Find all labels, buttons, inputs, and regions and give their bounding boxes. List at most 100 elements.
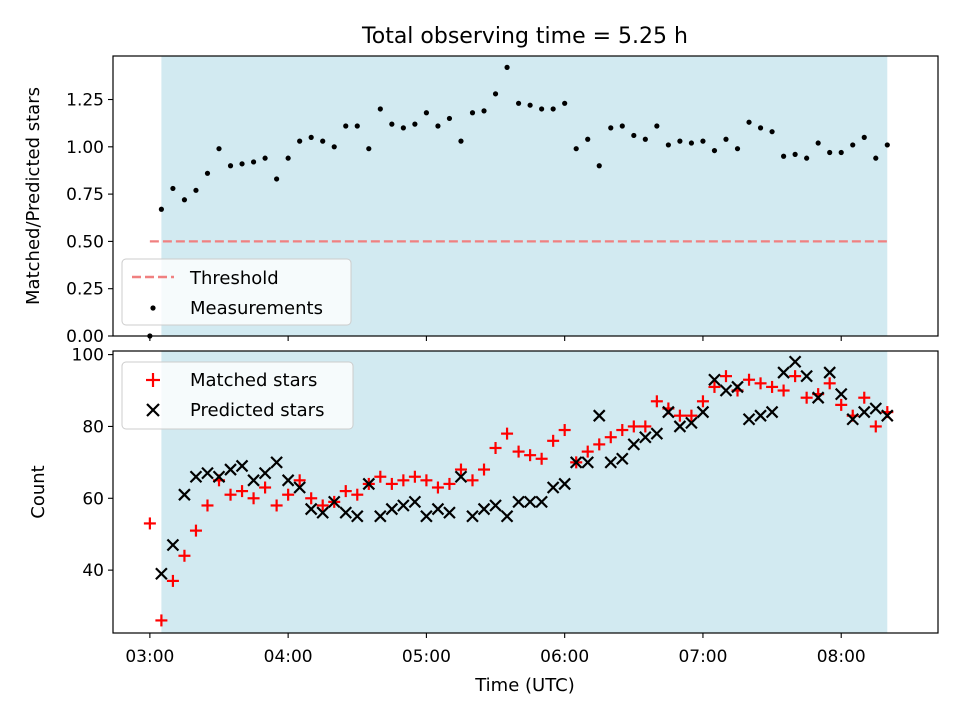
predicted-star-point: [857, 405, 871, 419]
predicted-star-point: [477, 502, 491, 516]
xtick-label: 05:00: [402, 647, 451, 667]
measurement-point: [285, 155, 291, 161]
predicted-star-point: [754, 409, 767, 422]
predicted-star-point: [604, 456, 618, 469]
predicted-star-point: [500, 509, 514, 523]
predicted-star-point: [742, 412, 756, 426]
matched-star-point: [247, 492, 260, 505]
measurement-point: [562, 100, 568, 106]
top-ytick-label: 1.25: [66, 91, 104, 111]
matched-star-point: [224, 488, 237, 501]
legend-matched-swatch: [146, 373, 160, 387]
measurement-point: [527, 102, 533, 108]
measurement-point: [677, 138, 683, 144]
matched-star-point: [454, 463, 467, 476]
bottom-legend: Matched stars Predicted stars: [121, 361, 354, 430]
legend-measurements-label: Measurements: [190, 298, 323, 319]
top-title: Total observing time = 5.25 h: [361, 24, 688, 49]
measurement-point: [389, 121, 395, 127]
measurement-point: [274, 176, 280, 182]
top-axes-frame: [112, 55, 939, 337]
measurement-point: [469, 110, 476, 116]
matched-star-point: [512, 445, 525, 458]
measurement-point: [619, 123, 625, 129]
predicted-star-point: [869, 402, 883, 415]
x-axis-label: Time (UTC): [474, 675, 575, 696]
predicted-star-point: [454, 470, 468, 484]
measurement-point: [446, 115, 453, 122]
measurement-point: [227, 163, 234, 169]
top-ytick-label: 0.25: [66, 280, 104, 300]
predicted-star-point: [581, 456, 594, 469]
predicted-star-point: [719, 384, 733, 397]
measurement-point: [815, 140, 821, 146]
matched-star-point: [535, 452, 548, 465]
top-y-axis-label: Matched/Predicted stars: [23, 87, 44, 305]
measurement-point: [654, 123, 660, 129]
measurement-point: [734, 146, 741, 152]
matched-star-point: [385, 477, 398, 490]
matched-star-point: [685, 409, 698, 422]
measurement-point: [320, 138, 326, 144]
matched-star-point: [501, 427, 514, 440]
measurement-point: [884, 142, 890, 148]
predicted-star-point: [788, 355, 802, 369]
predicted-star-point: [362, 477, 376, 491]
measurement-point: [343, 123, 349, 129]
matched-star-point: [339, 485, 352, 498]
predicted-star-point: [616, 452, 629, 466]
predicted-star-point: [592, 409, 606, 422]
predicted-star-point: [846, 412, 860, 426]
predicted-star-point: [823, 366, 836, 379]
matched-star-point: [236, 485, 249, 498]
predicted-star-point: [247, 474, 260, 487]
matched-star-point: [789, 370, 802, 383]
matched-star-point: [143, 517, 156, 530]
measurement-point: [354, 123, 360, 129]
measurement-point: [458, 138, 464, 144]
measurement-point: [216, 146, 222, 152]
predicted-star-point: [258, 466, 272, 480]
matched-star-point: [397, 474, 410, 487]
xtick-label: 07:00: [678, 647, 727, 667]
measurement-point: [250, 159, 257, 165]
measurement-point: [723, 136, 729, 142]
predicted-star-point: [466, 509, 479, 523]
bottom-plot-layer: [143, 355, 894, 627]
matched-star-point: [178, 549, 191, 562]
measurement-point: [861, 134, 867, 140]
top-legend: Threshold Measurements: [121, 258, 352, 326]
measurement-point: [515, 100, 522, 106]
measurement-point: [550, 106, 556, 112]
matched-star-point: [558, 424, 571, 437]
bottom-ytick-label: 60: [82, 489, 104, 509]
bottom-ytick-label: 40: [82, 561, 104, 581]
measurement-point: [757, 125, 764, 131]
predicted-star-point: [327, 495, 341, 509]
measurement-point: [204, 170, 211, 176]
predicted-star-point: [224, 463, 237, 476]
predicted-star-point: [777, 366, 790, 379]
measurement-point: [492, 91, 499, 97]
bottom-axes-frame: [112, 350, 939, 634]
predicted-star-point: [270, 456, 283, 469]
matched-star-point: [777, 384, 790, 397]
matched-star-point: [743, 373, 756, 386]
measurement-point: [873, 155, 879, 161]
predicted-star-point: [155, 567, 168, 581]
measurement-point: [377, 106, 383, 112]
matched-star-point: [408, 470, 421, 483]
xtick-label: 03:00: [125, 647, 174, 667]
matched-star-point: [478, 463, 491, 476]
matched-star-point: [696, 395, 709, 408]
legend-predicted-swatch: [146, 403, 160, 417]
measurement-point: [700, 138, 706, 144]
predicted-star-point: [811, 391, 825, 404]
matched-star-point: [443, 477, 456, 490]
predicted-star-point: [397, 499, 410, 512]
predicted-star-point: [881, 409, 894, 422]
matched-star-point: [189, 524, 202, 537]
measurement-point: [435, 123, 441, 129]
matched-star-point: [316, 499, 329, 512]
